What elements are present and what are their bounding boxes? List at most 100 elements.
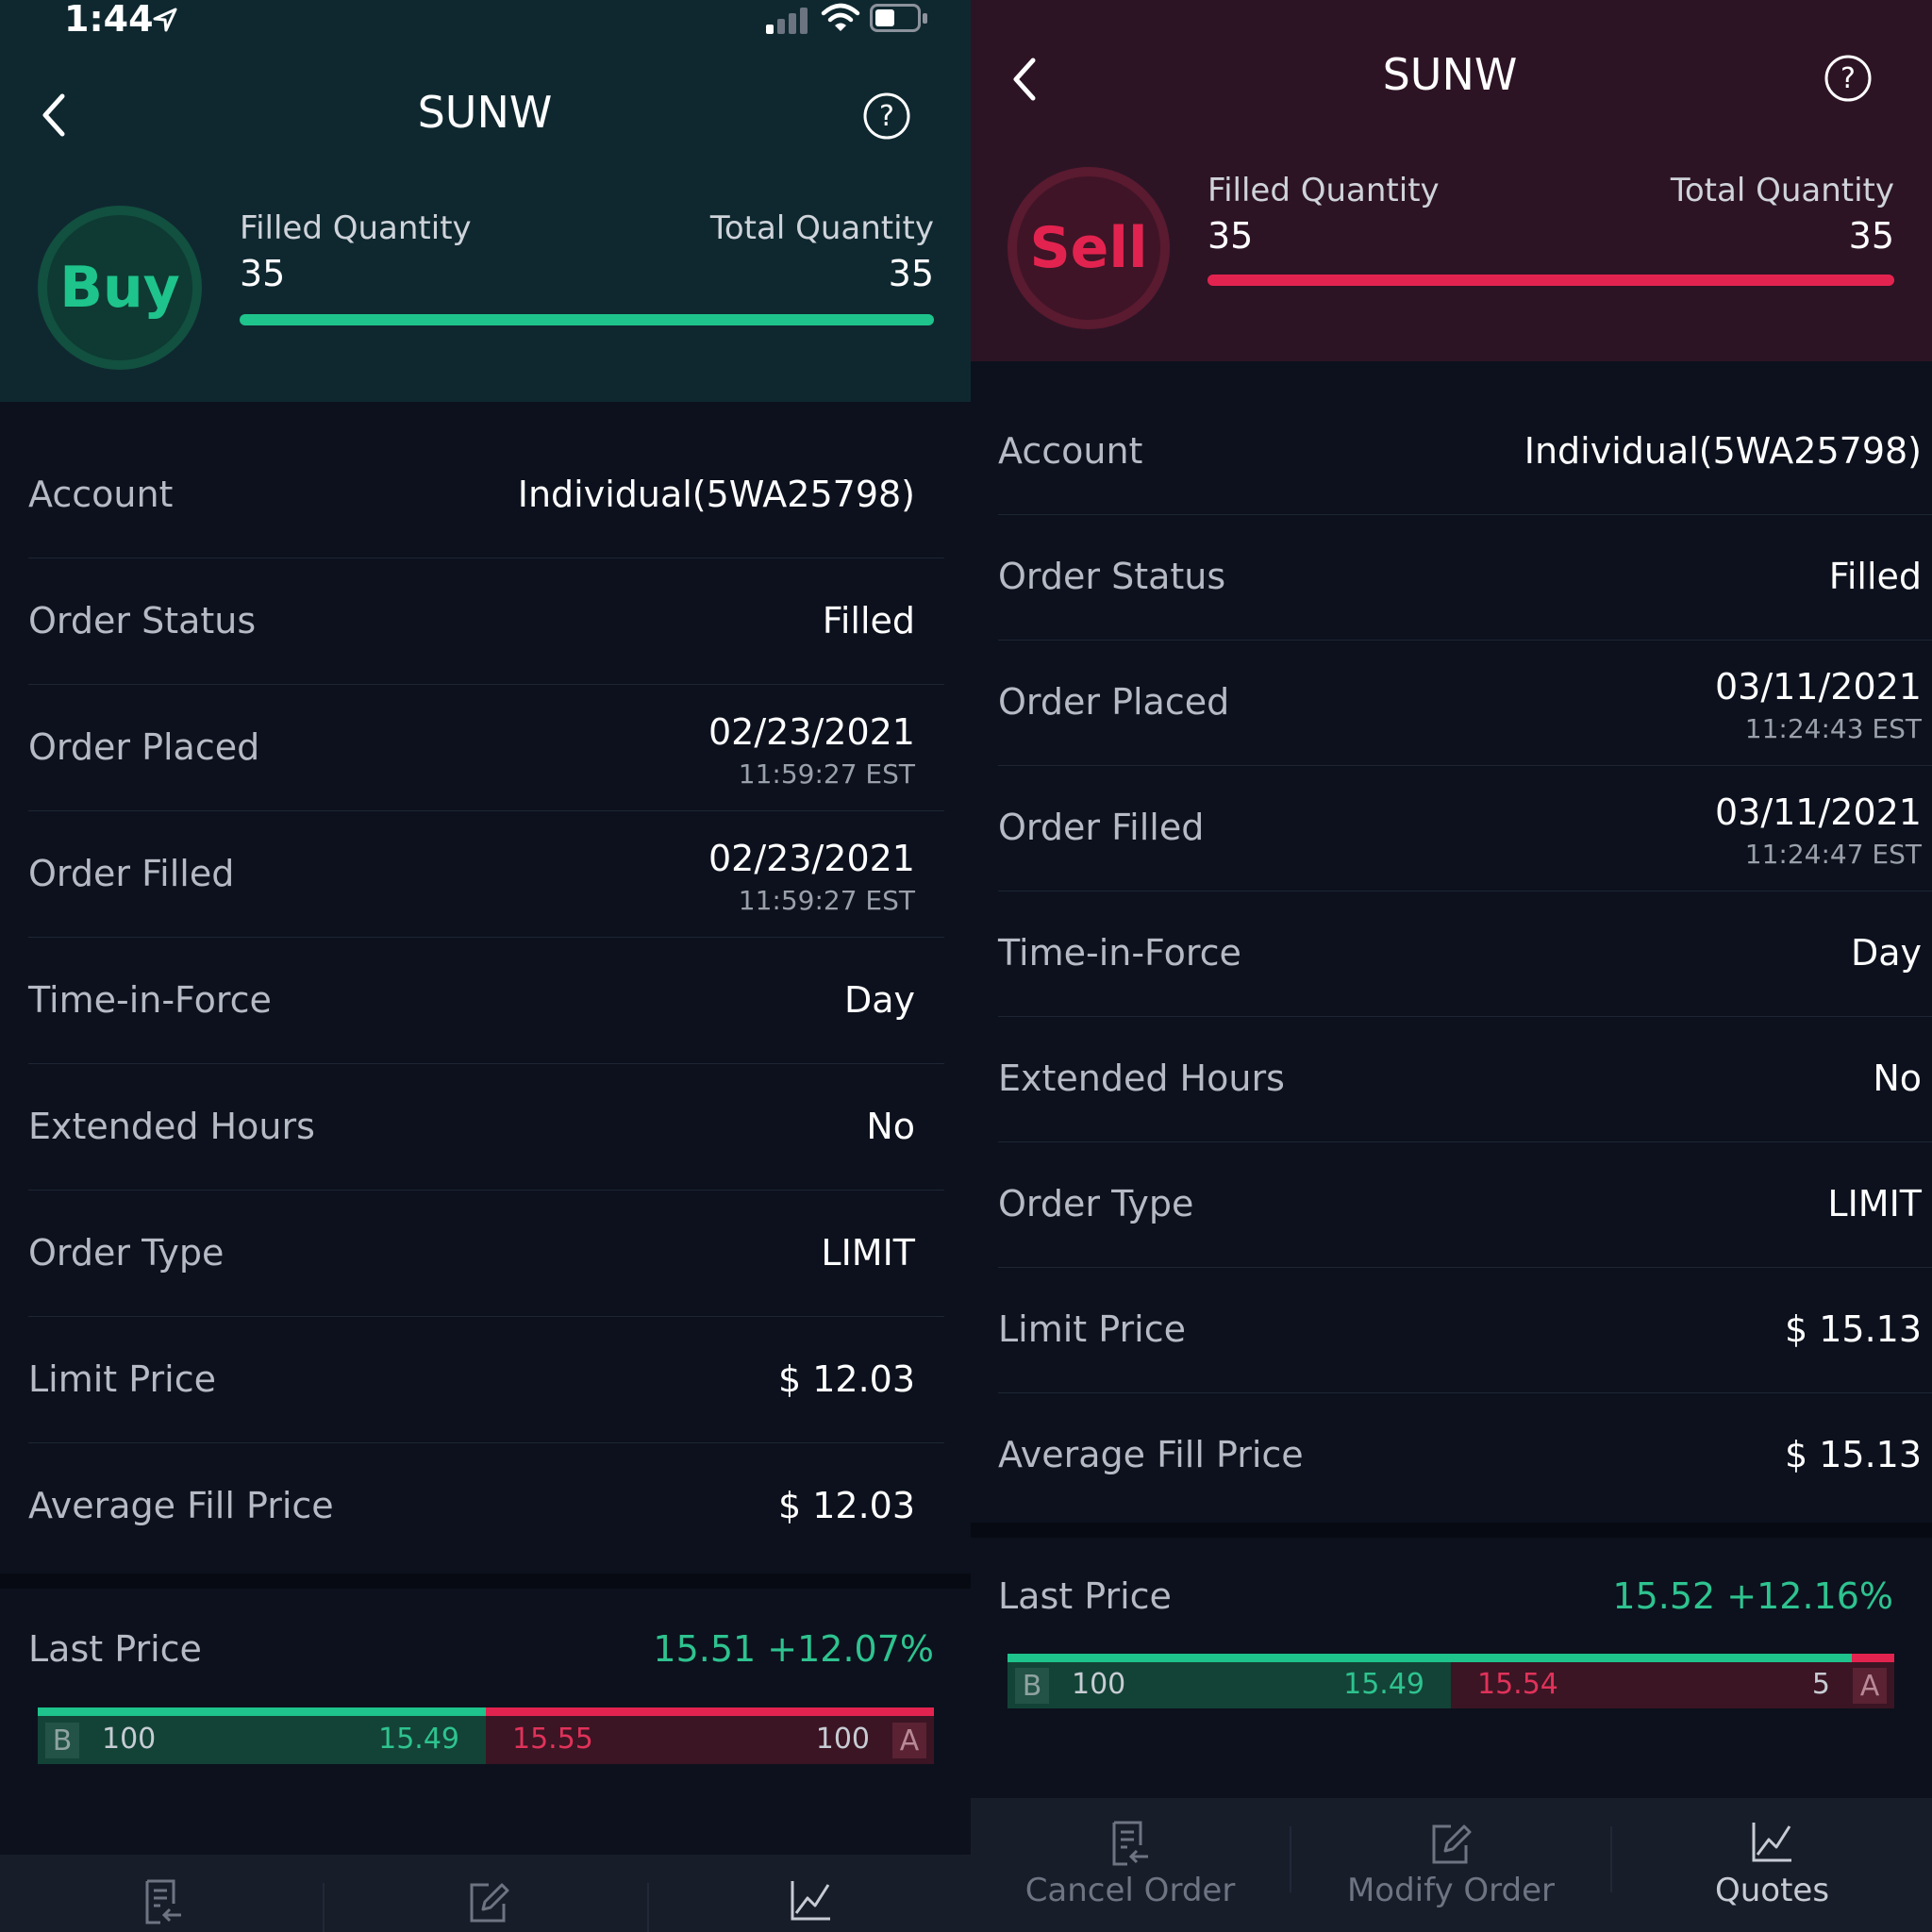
ask-badge: A bbox=[892, 1723, 926, 1758]
account-value: Individual(5WA25798) bbox=[1524, 430, 1922, 472]
cancel-order-icon bbox=[145, 1879, 181, 1924]
svg-text:?: ? bbox=[1840, 62, 1856, 95]
quotes-tab[interactable] bbox=[649, 1855, 971, 1932]
bid-price: 15.49 bbox=[378, 1723, 459, 1756]
back-button[interactable] bbox=[36, 91, 74, 140]
order-status-value: Filled bbox=[1828, 556, 1922, 597]
modify-order-tab[interactable]: Modify Order bbox=[1291, 1798, 1610, 1932]
ask-size: 5 bbox=[1811, 1668, 1830, 1701]
cancel-order-tab[interactable] bbox=[0, 1855, 323, 1932]
svg-text:?: ? bbox=[879, 100, 894, 133]
limit-price-row: Limit Price $ 15.13 bbox=[998, 1267, 1932, 1393]
last-price-value: 15.52 +12.16% bbox=[1612, 1575, 1893, 1617]
toolbar-divider bbox=[1610, 1826, 1612, 1892]
limit-price-value: $ 15.13 bbox=[1784, 1308, 1922, 1350]
cellular-signal-icon bbox=[766, 6, 811, 34]
order-filled-date: 03/11/2021 bbox=[1714, 791, 1922, 833]
cancel-order-tab[interactable]: Cancel Order bbox=[971, 1798, 1290, 1932]
quotes-chart-icon bbox=[791, 1881, 830, 1921]
extended-hours-row: Extended Hours No bbox=[28, 1064, 944, 1191]
last-price-label: Last Price bbox=[998, 1575, 1172, 1617]
account-label: Account bbox=[28, 474, 174, 515]
order-type-value: LIMIT bbox=[821, 1232, 915, 1274]
bid-size: 100 bbox=[102, 1723, 157, 1756]
order-status-label: Order Status bbox=[28, 600, 257, 641]
account-value: Individual(5WA25798) bbox=[517, 474, 915, 515]
order-filled-time: 11:24:47 EST bbox=[1744, 839, 1922, 870]
bottom-toolbar: Cancel Order Modify Order Quotes bbox=[971, 1798, 1932, 1932]
modify-order-tab[interactable] bbox=[325, 1855, 647, 1932]
bid-size: 100 bbox=[1072, 1668, 1126, 1701]
page-title: SUNW bbox=[1382, 49, 1518, 100]
limit-price-row: Limit Price $ 12.03 bbox=[28, 1317, 944, 1443]
filled-quantity-value: 35 bbox=[240, 253, 286, 294]
order-filled-row: Order Filled 03/11/2021 11:24:47 EST bbox=[998, 765, 1932, 891]
filled-quantity-value: 35 bbox=[1208, 215, 1254, 257]
bid-badge: B bbox=[1015, 1668, 1049, 1704]
fill-progress-track bbox=[1208, 275, 1894, 286]
help-circle-icon: ? bbox=[1824, 55, 1872, 102]
help-button[interactable]: ? bbox=[1824, 54, 1873, 103]
ask-side: 15.55 100 A bbox=[486, 1716, 934, 1764]
last-price-label: Last Price bbox=[28, 1628, 202, 1670]
modify-order-icon bbox=[1432, 1824, 1472, 1864]
order-placed-label: Order Placed bbox=[998, 681, 1230, 723]
account-row: Account Individual(5WA25798) bbox=[998, 389, 1932, 515]
total-quantity-label: Total Quantity bbox=[709, 209, 934, 247]
total-quantity-value: 35 bbox=[1848, 215, 1894, 257]
filled-quantity-label: Filled Quantity bbox=[1208, 172, 1440, 209]
bid-ask-indicator bbox=[38, 1707, 934, 1716]
section-divider bbox=[971, 1523, 1932, 1538]
fill-progress-bar bbox=[1208, 275, 1894, 286]
order-type-value: LIMIT bbox=[1827, 1183, 1922, 1224]
ask-side: 15.54 5 A bbox=[1451, 1662, 1894, 1708]
bid-share-indicator bbox=[1008, 1654, 1852, 1662]
filled-quantity-label: Filled Quantity bbox=[240, 209, 472, 247]
page-title: SUNW bbox=[417, 87, 553, 138]
sell-order-detail-screen: SUNW ? Sell Filled Quantity 35 Total Qua… bbox=[971, 0, 1932, 1932]
help-button[interactable]: ? bbox=[862, 92, 911, 141]
order-filled-label: Order Filled bbox=[998, 807, 1205, 848]
location-arrow-icon bbox=[153, 8, 177, 32]
average-fill-price-row: Average Fill Price $ 15.13 bbox=[998, 1392, 1932, 1519]
time-in-force-value: Day bbox=[1850, 932, 1922, 974]
ask-price: 15.55 bbox=[512, 1723, 593, 1756]
time-in-force-label: Time-in-Force bbox=[28, 979, 272, 1021]
time-in-force-row: Time-in-Force Day bbox=[998, 891, 1932, 1017]
bid-ask-bar[interactable]: B 100 15.49 15.54 5 A bbox=[1008, 1654, 1894, 1708]
bid-ask-bar[interactable]: B 100 15.49 15.55 100 A bbox=[38, 1707, 934, 1764]
order-placed-date: 02/23/2021 bbox=[708, 711, 915, 753]
bid-ask-indicator bbox=[1008, 1654, 1894, 1662]
order-filled-row: Order Filled 02/23/2021 11:59:27 EST bbox=[28, 811, 944, 938]
buy-order-detail-screen: 1:44 SUNW ? Buy Filled Quantity 35 Total… bbox=[0, 0, 971, 1932]
fill-progress-track bbox=[240, 314, 934, 325]
modify-order-icon bbox=[470, 1883, 509, 1923]
order-placed-time: 11:59:27 EST bbox=[738, 758, 915, 790]
limit-price-value: $ 12.03 bbox=[777, 1358, 915, 1400]
bid-share-indicator bbox=[38, 1707, 486, 1716]
quotes-tab[interactable]: Quotes bbox=[1612, 1798, 1932, 1932]
average-fill-price-value: $ 12.03 bbox=[777, 1485, 915, 1526]
time-in-force-row: Time-in-Force Day bbox=[28, 938, 944, 1064]
quotes-chart-icon bbox=[1752, 1823, 1791, 1862]
order-placed-time: 11:24:43 EST bbox=[1744, 713, 1922, 744]
order-type-row: Order Type LIMIT bbox=[998, 1141, 1932, 1268]
total-quantity-value: 35 bbox=[888, 253, 934, 294]
extended-hours-label: Extended Hours bbox=[28, 1106, 315, 1147]
back-chevron-icon bbox=[42, 93, 65, 137]
buy-badge: Buy bbox=[38, 206, 202, 370]
order-filled-date: 02/23/2021 bbox=[708, 838, 915, 879]
order-placed-date: 03/11/2021 bbox=[1714, 666, 1922, 708]
modify-order-label: Modify Order bbox=[1346, 1872, 1556, 1909]
extended-hours-row: Extended Hours No bbox=[998, 1016, 1932, 1142]
back-button[interactable] bbox=[1007, 55, 1044, 104]
limit-price-label: Limit Price bbox=[28, 1358, 216, 1400]
status-time: 1:44 bbox=[64, 0, 154, 40]
toolbar-divider bbox=[323, 1883, 325, 1932]
extended-hours-value: No bbox=[1873, 1058, 1922, 1099]
bid-price: 15.49 bbox=[1343, 1668, 1424, 1701]
order-status-row: Order Status Filled bbox=[28, 558, 944, 685]
section-divider bbox=[0, 1574, 971, 1589]
order-status-label: Order Status bbox=[998, 556, 1226, 597]
average-fill-price-label: Average Fill Price bbox=[28, 1485, 334, 1526]
